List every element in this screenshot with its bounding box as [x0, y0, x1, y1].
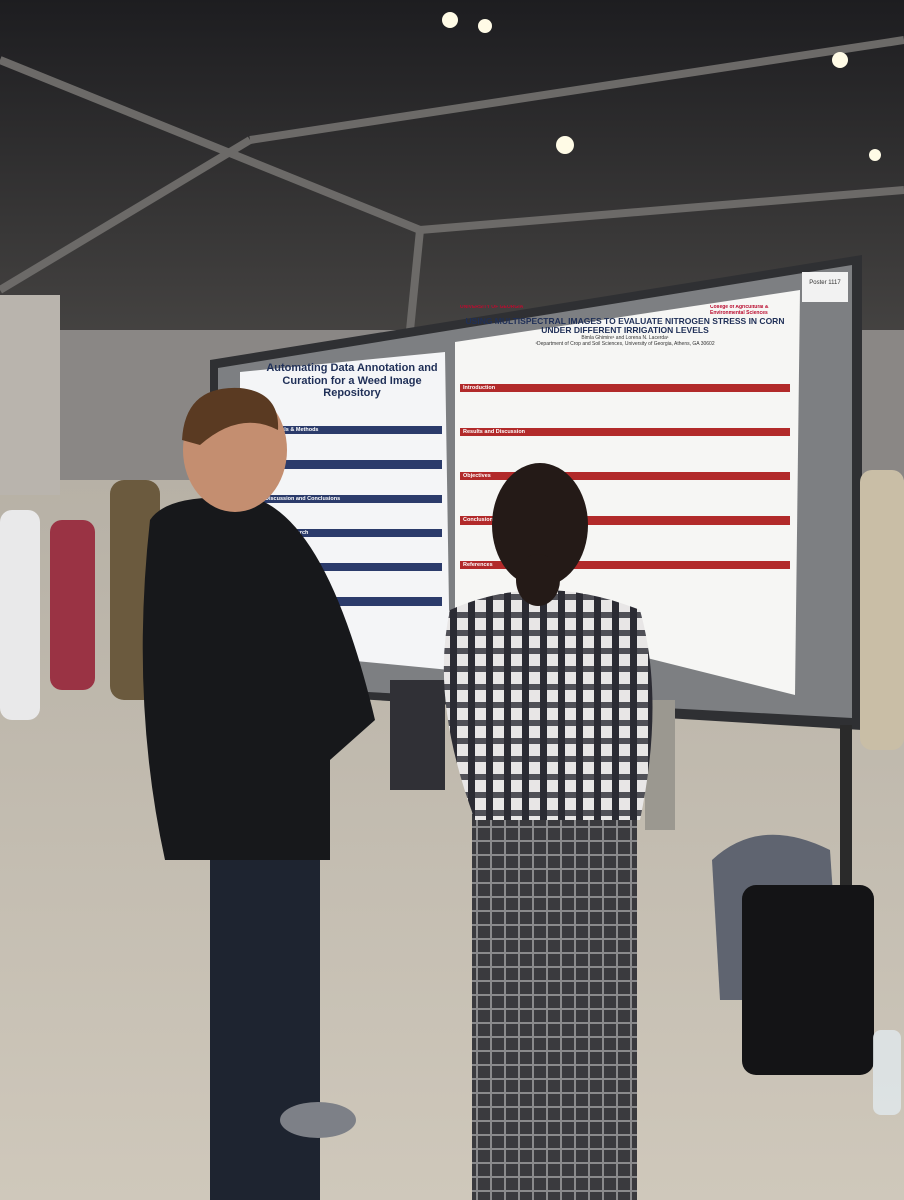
truss	[0, 56, 422, 234]
college: College of Agricultural & Environmental …	[710, 305, 769, 316]
poster-number-card	[802, 272, 848, 302]
poster-title: Automating Data Annotation and Curation …	[266, 362, 438, 400]
light	[556, 136, 574, 154]
man-hair	[182, 387, 279, 445]
right-content: UNIVERSITY OF GEORGIA College of Agricul…	[460, 305, 790, 570]
trusses	[0, 36, 904, 331]
section-list: Introduction Results and Discussion Object…	[460, 383, 790, 570]
woman-pants	[472, 800, 637, 1200]
right-poster-content: UNIVERSITY OF GEORGIA College of Agricul…	[460, 305, 790, 570]
university: UNIVERSITY OF GEORGIA	[460, 305, 524, 310]
person-legs	[390, 680, 445, 790]
section-heading: References	[460, 560, 790, 570]
man-jacket	[142, 497, 375, 860]
background-people	[0, 470, 904, 830]
man-shoe	[280, 1102, 356, 1138]
affiliation: ¹Department of Crop and Soil Sciences, U…	[535, 340, 715, 347]
truss	[406, 229, 424, 331]
lights	[442, 12, 881, 161]
water-bottle	[873, 1030, 901, 1115]
authors: Bimla Ghimire¹ and Lorena N. Lacerda¹	[581, 335, 669, 342]
person	[0, 510, 40, 720]
woman-shirt	[443, 590, 653, 820]
section-heading: Objectives	[460, 472, 790, 481]
light	[869, 149, 881, 161]
light	[478, 19, 492, 33]
section-heading: Results and Discussion	[460, 427, 790, 437]
section-heading: Results	[262, 460, 442, 469]
suitcase	[742, 885, 874, 1075]
man-legs	[210, 840, 320, 1200]
poster-title: USING MULTISPECTRAL IMAGES TO EVALUATE N…	[465, 315, 785, 336]
truss	[0, 136, 253, 294]
section-heading: Introduction	[460, 383, 790, 392]
section-heading: Conclusion	[460, 516, 790, 525]
truss	[419, 186, 904, 234]
person	[860, 470, 904, 750]
woman	[443, 463, 653, 1200]
light	[442, 12, 458, 28]
truss	[249, 36, 904, 144]
woman-hair	[492, 463, 588, 587]
light	[832, 52, 848, 68]
left-content: Automating Data Annotation and Curation …	[262, 362, 442, 606]
section-heading: Materials & Methods	[262, 425, 442, 435]
pillar	[0, 295, 60, 495]
poster-number: Poster 1117	[809, 280, 841, 286]
man	[142, 387, 375, 1200]
woman-bun	[516, 554, 560, 606]
section-heading: Discussion and Conclusions	[262, 494, 442, 503]
person	[50, 520, 95, 690]
logos: UNIVERSITY OF GEORGIA College of Agricul…	[460, 305, 790, 317]
left-poster-content: Automating Data Annotation and Curation …	[262, 362, 442, 606]
board-leg	[840, 725, 852, 895]
